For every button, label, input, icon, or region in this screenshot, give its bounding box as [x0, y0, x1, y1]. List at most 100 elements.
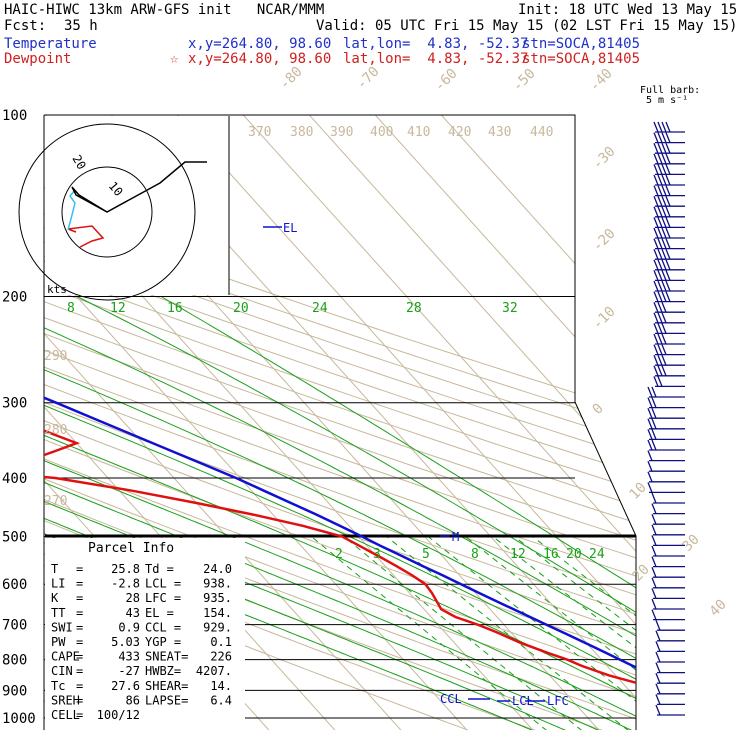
wind-barb-flag [661, 259, 667, 271]
parcel-row-value: 25.8 [111, 562, 140, 576]
wind-barb-flag [661, 142, 667, 154]
wind-barb-flag [647, 418, 653, 430]
parcel-row-label2: YGP = [145, 635, 181, 649]
parcel-row-value: -2.8 [111, 577, 140, 591]
wind-barb-flag [661, 227, 667, 239]
dry-adiabat-line [44, 115, 636, 730]
wind-barb-flag [655, 641, 661, 652]
parcel-row-label: SREH [51, 693, 80, 707]
wind-barb-flag [647, 429, 653, 440]
isotherm-label: -30 [590, 144, 619, 173]
wind-barb-flag [665, 206, 671, 218]
isotherm-line [218, 115, 636, 730]
wind-barb-flag [647, 482, 653, 493]
wind-barb-flag [653, 344, 659, 355]
temperature-xy: x,y=264.80, 98.60 [188, 36, 332, 52]
barb-legend-line2: 5 m s⁻¹ [646, 95, 689, 106]
wind-barb-flag [653, 227, 659, 239]
parcel-row-value: 43 [126, 606, 140, 620]
mixing-ratio-label: 20 [566, 547, 582, 562]
dry-adiabat-line [44, 115, 636, 730]
wind-barb-flag [661, 206, 667, 218]
wind-barb-flag [661, 121, 667, 133]
parcel-row-label: T [51, 562, 58, 576]
parcel-row-value2: 4207. [196, 664, 232, 678]
temperature-station: stn=SOCA,81405 [522, 36, 641, 52]
mixing-ratio-label: 8 [471, 547, 479, 562]
dry-adiabat-line [44, 115, 636, 730]
wind-barb-flag [665, 185, 671, 196]
dry-adiabat-line [44, 115, 636, 730]
hodograph-ring-label: 20 [69, 153, 88, 173]
wind-barb-flag [665, 291, 671, 302]
wind-barb-flag [661, 291, 667, 302]
wind-barb-flag [655, 651, 661, 663]
wind-barb-flag [661, 365, 667, 377]
moist-adiabat-line [44, 296, 633, 730]
wind-barb-flag [657, 164, 663, 175]
wind-barb-flag [655, 694, 661, 705]
parcel-row-label2: Td = [145, 562, 174, 576]
wind-barb-flag [657, 376, 663, 387]
hodograph-low-level [67, 225, 105, 248]
theta-label: 290 [44, 349, 67, 364]
wind-barb-flag [655, 672, 661, 684]
pressure-tick-label: 800 [2, 653, 27, 669]
wind-barb-flag [657, 259, 663, 271]
marker-label-ccl: CCL [440, 692, 462, 706]
parcel-row-value2: 14. [210, 679, 232, 693]
wind-barb-flag [653, 132, 659, 143]
wind-barb-flag [657, 132, 663, 143]
wind-barb-flag [657, 365, 663, 377]
mixing-ratio-line [311, 536, 548, 730]
wind-barb-flag [651, 503, 657, 514]
parcel-row-value2: 938. [203, 577, 232, 591]
init-time: Init: 18 UTC Wed 13 May 15 [518, 2, 738, 18]
parcel-row-label: Tc [51, 679, 65, 693]
wind-barb-flag [657, 344, 663, 355]
parcel-row-value: 100/12 [97, 708, 140, 722]
dry-adiabat-line [44, 115, 636, 730]
isotherm-label: -10 [590, 304, 619, 333]
wind-barb-flag [655, 619, 661, 631]
parcel-row-value: 27.6 [111, 679, 140, 693]
moist-adiabat-line [44, 296, 636, 730]
wind-barb-flag [653, 174, 659, 186]
wind-barb-flag [665, 270, 671, 281]
dry-adiabat-line [44, 115, 636, 730]
wind-barb-flag [661, 217, 667, 228]
wind-barb-flag [647, 397, 653, 408]
mixing-ratio-label: 16 [543, 547, 559, 562]
wind-barb-flag [657, 333, 663, 345]
pressure-tick-label: 400 [2, 471, 27, 487]
theta-label: 380 [290, 125, 313, 140]
wind-barb-flag [651, 513, 657, 525]
isotherm-label: 0 [590, 401, 607, 418]
wind-barb-flag [653, 291, 659, 302]
theta-label: 370 [248, 125, 271, 140]
wind-barb-flag [665, 217, 671, 228]
wind-barb-flag [661, 323, 667, 334]
mixing-ratio-line [465, 536, 636, 730]
hodograph-panel [45, 116, 229, 295]
wind-barb-flag [651, 556, 657, 567]
theta-label: 420 [448, 125, 471, 140]
wind-barb-flag [653, 376, 659, 387]
parcel-row-value2: 24.0 [203, 562, 232, 576]
isotherm-label: 20 [630, 562, 653, 585]
moist-adiabat-label: 20 [233, 301, 249, 316]
mixing-ratio-line [427, 536, 636, 730]
mixing-ratio-line [492, 536, 636, 730]
parcel-row-label: CELL [51, 708, 80, 722]
wind-barb-flag [647, 450, 653, 461]
moist-adiabat-line [44, 296, 600, 730]
theta-label: 390 [330, 125, 353, 140]
pressure-tick-label: 700 [2, 618, 27, 634]
wind-barb-flag [661, 185, 667, 196]
wind-barb-flag [653, 195, 659, 207]
parcel-row-value2: 929. [203, 620, 232, 634]
wind-barb-flag [651, 386, 657, 398]
moist-adiabat-label: 8 [67, 301, 75, 316]
wind-barb-flag [665, 164, 671, 175]
